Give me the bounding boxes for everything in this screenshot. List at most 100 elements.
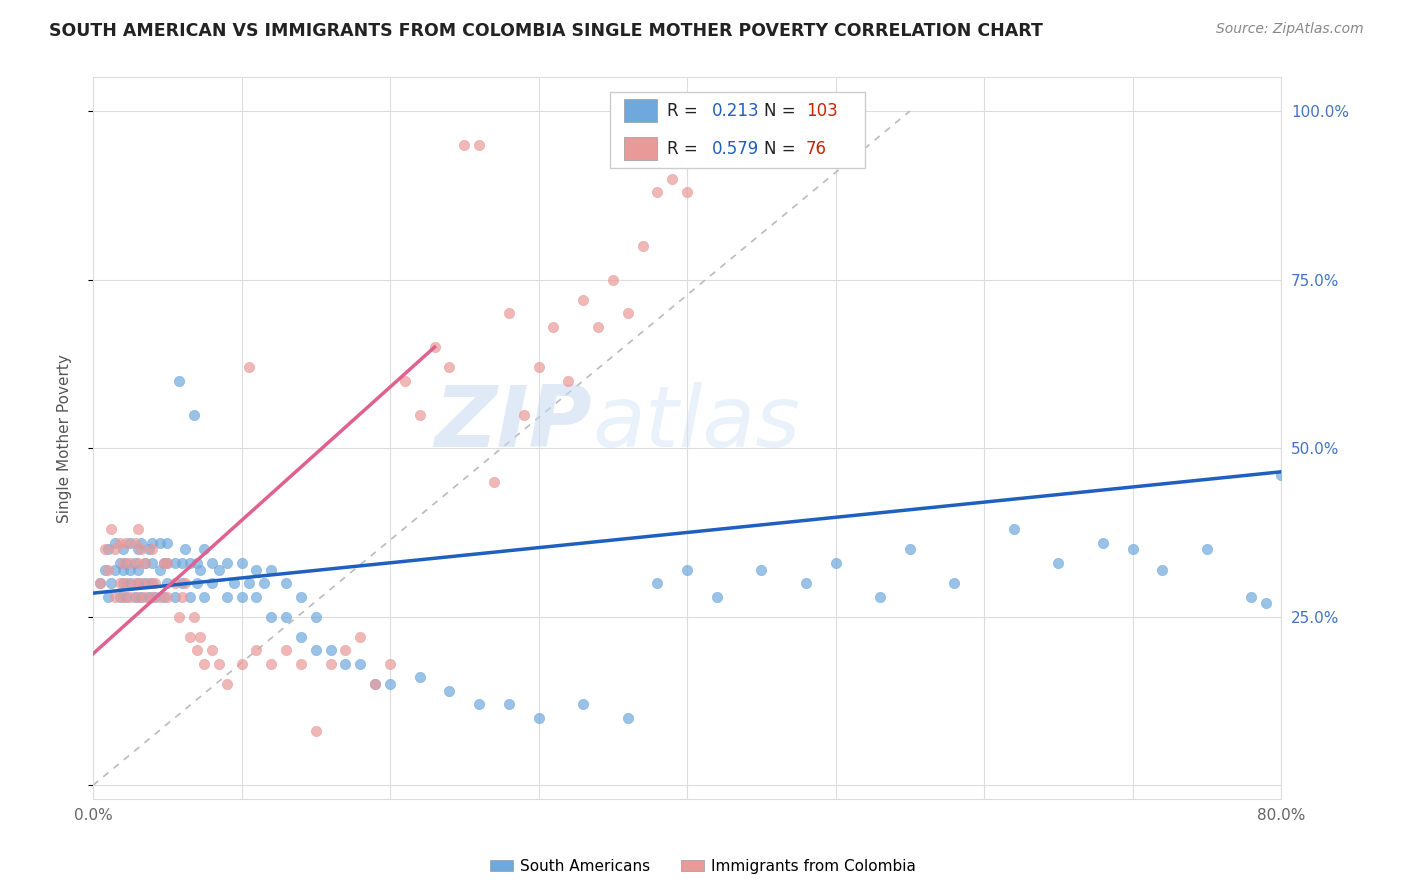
Text: Source: ZipAtlas.com: Source: ZipAtlas.com xyxy=(1216,22,1364,37)
Point xyxy=(602,273,624,287)
Point xyxy=(127,522,149,536)
FancyBboxPatch shape xyxy=(624,99,658,122)
Point xyxy=(156,590,179,604)
Point xyxy=(120,576,142,591)
Point xyxy=(141,590,163,604)
Point xyxy=(245,643,267,657)
Point xyxy=(167,609,190,624)
Point xyxy=(749,563,772,577)
Point xyxy=(97,542,120,557)
Point xyxy=(134,590,156,604)
Point xyxy=(647,576,669,591)
Text: atlas: atlas xyxy=(592,382,800,465)
Point xyxy=(183,408,205,422)
Point xyxy=(201,556,224,570)
Point xyxy=(1091,535,1114,549)
Point xyxy=(661,171,683,186)
Point xyxy=(108,535,131,549)
Point xyxy=(124,556,146,570)
Point xyxy=(134,556,156,570)
Point xyxy=(104,535,127,549)
Point xyxy=(245,563,267,577)
Point xyxy=(108,556,131,570)
Point xyxy=(364,677,387,691)
Point xyxy=(138,576,160,591)
Point xyxy=(572,698,595,712)
Point xyxy=(174,576,197,591)
Point xyxy=(111,542,134,557)
Point xyxy=(186,556,208,570)
Point xyxy=(172,590,194,604)
Point xyxy=(378,677,401,691)
Point xyxy=(527,360,550,375)
Point xyxy=(124,535,146,549)
Point xyxy=(290,630,312,644)
Point xyxy=(134,556,156,570)
Point xyxy=(1047,556,1070,570)
Point xyxy=(124,590,146,604)
Point xyxy=(127,542,149,557)
Point xyxy=(179,630,201,644)
Point xyxy=(349,657,371,671)
Point xyxy=(186,643,208,657)
Point xyxy=(156,556,179,570)
Point xyxy=(97,590,120,604)
Point xyxy=(127,576,149,591)
Point xyxy=(193,542,215,557)
Point xyxy=(120,590,142,604)
Point xyxy=(141,542,163,557)
Point xyxy=(869,590,891,604)
Point xyxy=(145,590,167,604)
Point xyxy=(349,630,371,644)
Point xyxy=(141,556,163,570)
Point xyxy=(97,563,120,577)
Point xyxy=(129,590,152,604)
Point xyxy=(179,590,201,604)
Point xyxy=(943,576,966,591)
Point xyxy=(94,542,117,557)
Point xyxy=(114,535,136,549)
Point xyxy=(124,576,146,591)
Point xyxy=(156,556,179,570)
Point xyxy=(149,535,172,549)
Point xyxy=(100,576,122,591)
Point xyxy=(120,535,142,549)
Point xyxy=(156,535,179,549)
Text: N =: N = xyxy=(765,102,801,120)
Point xyxy=(127,556,149,570)
Y-axis label: Single Mother Poverty: Single Mother Poverty xyxy=(58,353,72,523)
Point xyxy=(153,556,176,570)
Point xyxy=(222,576,245,591)
Point xyxy=(647,185,669,199)
Point xyxy=(129,542,152,557)
Point xyxy=(94,563,117,577)
Point xyxy=(409,408,432,422)
Legend: South Americans, Immigrants from Colombia: South Americans, Immigrants from Colombi… xyxy=(484,853,922,880)
Text: ZIP: ZIP xyxy=(434,382,592,465)
Point xyxy=(319,643,342,657)
Point xyxy=(167,374,190,388)
Point xyxy=(231,556,253,570)
Point xyxy=(231,590,253,604)
Point xyxy=(498,306,520,320)
Text: SOUTH AMERICAN VS IMMIGRANTS FROM COLOMBIA SINGLE MOTHER POVERTY CORRELATION CHA: SOUTH AMERICAN VS IMMIGRANTS FROM COLOMB… xyxy=(49,22,1043,40)
Text: R =: R = xyxy=(666,102,703,120)
Point xyxy=(231,657,253,671)
Point xyxy=(253,576,276,591)
Point xyxy=(111,556,134,570)
Point xyxy=(394,374,416,388)
Point xyxy=(439,360,461,375)
Point xyxy=(127,563,149,577)
Point xyxy=(274,609,297,624)
Point xyxy=(138,590,160,604)
Point xyxy=(290,657,312,671)
Point xyxy=(111,563,134,577)
Point xyxy=(586,319,609,334)
Point xyxy=(1002,522,1025,536)
Point xyxy=(616,711,638,725)
Point xyxy=(114,576,136,591)
Point xyxy=(153,590,176,604)
Point xyxy=(179,556,201,570)
Point xyxy=(794,576,817,591)
Point xyxy=(898,542,921,557)
